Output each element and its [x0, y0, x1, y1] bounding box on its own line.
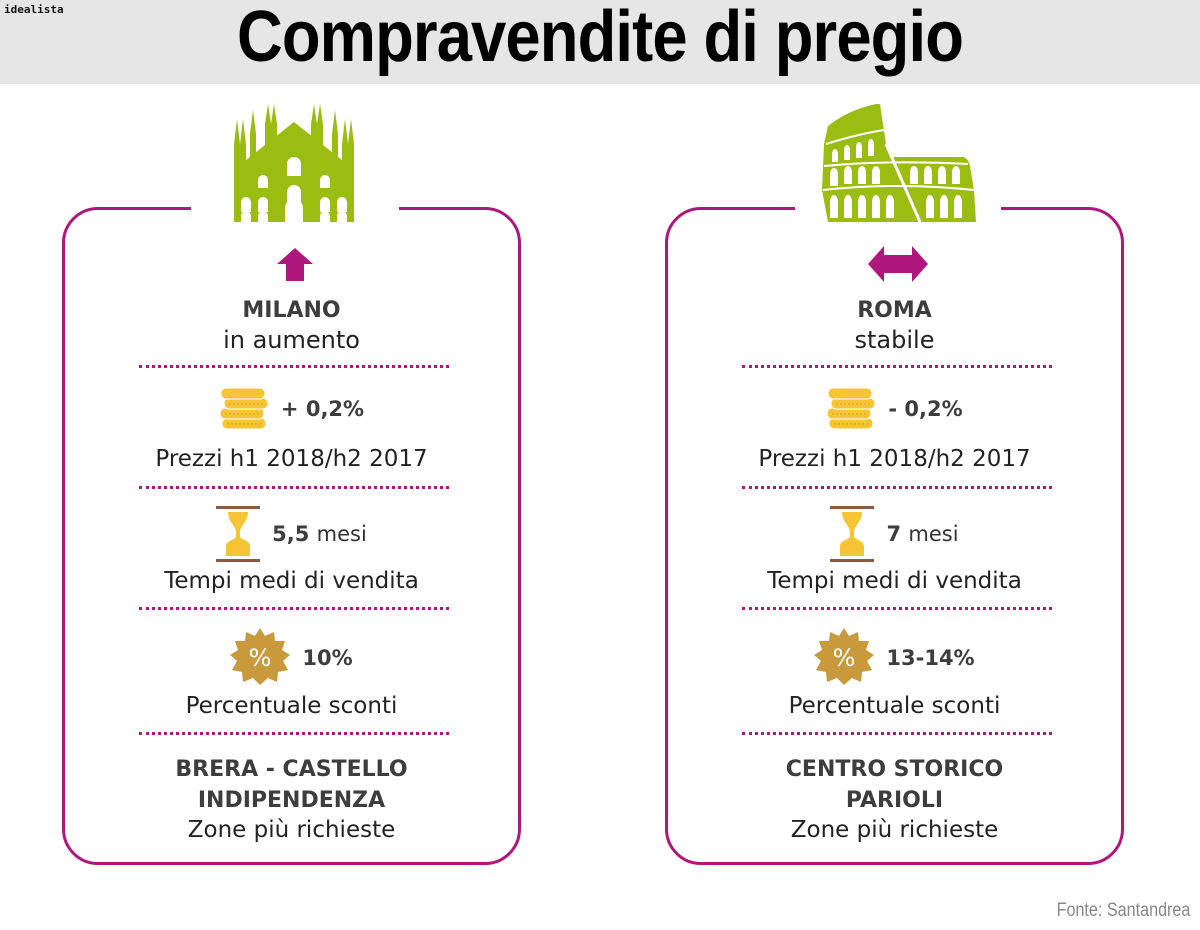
discount-label: Percentuale sconti [185, 693, 398, 719]
coins-icon [219, 388, 269, 430]
city-trend: stabile [854, 326, 935, 354]
city-name: MILANO [242, 298, 341, 323]
zones-label: Zone più richieste [187, 817, 396, 843]
time-unit: mesi [316, 522, 367, 546]
price-change-value: + 0,2% [280, 397, 365, 421]
hourglass-icon [216, 506, 261, 562]
dotted-divider [139, 732, 449, 735]
dotted-divider [742, 365, 1052, 368]
city-card-milano: MILANO in aumento + 0,2% Prezzi h1 2018/… [62, 104, 521, 865]
svg-text:%: % [249, 644, 272, 672]
city-name: ROMA [857, 298, 932, 323]
zones-line-2: INDIPENDENZA [197, 788, 386, 813]
discount-badge-icon: % [230, 628, 291, 685]
zones-label: Zone più richieste [790, 817, 999, 843]
dotted-divider [139, 607, 449, 610]
price-label: Prezzi h1 2018/h2 2017 [758, 446, 1031, 472]
discount-value: 13-14% [886, 646, 975, 670]
discount-row: % 13-14% [665, 628, 1124, 688]
arrow-up-icon [277, 248, 313, 281]
price-row: + 0,2% [62, 388, 521, 430]
price-label: Prezzi h1 2018/h2 2017 [155, 446, 428, 472]
time-unit: mesi [908, 522, 959, 546]
time-label: Tempi medi di vendita [767, 568, 1022, 594]
price-row: - 0,2% [665, 388, 1124, 430]
time-value: 7 mesi [886, 522, 958, 546]
discount-label: Percentuale sconti [788, 693, 1001, 719]
colosseum-icon [822, 104, 976, 222]
dotted-divider [139, 486, 449, 489]
time-label: Tempi medi di vendita [164, 568, 419, 594]
time-value: 5,5 mesi [272, 522, 367, 546]
source-credit: Fonte: Santandrea [1056, 900, 1190, 921]
time-number: 7 [886, 522, 902, 546]
time-number: 5,5 [272, 522, 310, 546]
time-row: 7 mesi [665, 506, 1124, 562]
dotted-divider [742, 486, 1052, 489]
page-title: Compravendite di pregio [236, 0, 964, 77]
price-change-value: - 0,2% [888, 397, 963, 421]
dotted-divider [742, 732, 1052, 735]
zones-line-1: CENTRO STORICO [785, 757, 1004, 782]
svg-text:%: % [833, 644, 856, 672]
coins-icon [826, 388, 876, 430]
zones-line-1: BRERA - CASTELLO [175, 757, 408, 782]
discount-row: % 10% [62, 628, 521, 688]
hourglass-icon [830, 506, 875, 562]
brand-label: idealista [4, 3, 64, 16]
dotted-divider [742, 607, 1052, 610]
dotted-divider [139, 365, 449, 368]
discount-badge-icon: % [814, 628, 875, 685]
zones-line-2: PARIOLI [845, 788, 944, 813]
city-trend: in aumento [223, 326, 360, 354]
arrow-left-right-icon [868, 246, 928, 282]
header-bar: idealista Compravendite di pregio [0, 0, 1200, 84]
discount-value: 10% [302, 646, 353, 670]
city-card-roma: ROMA stabile - 0,2% Prezzi h1 2018/h2 20… [665, 104, 1124, 865]
duomo-icon [234, 104, 354, 222]
time-row: 5,5 mesi [62, 506, 521, 562]
